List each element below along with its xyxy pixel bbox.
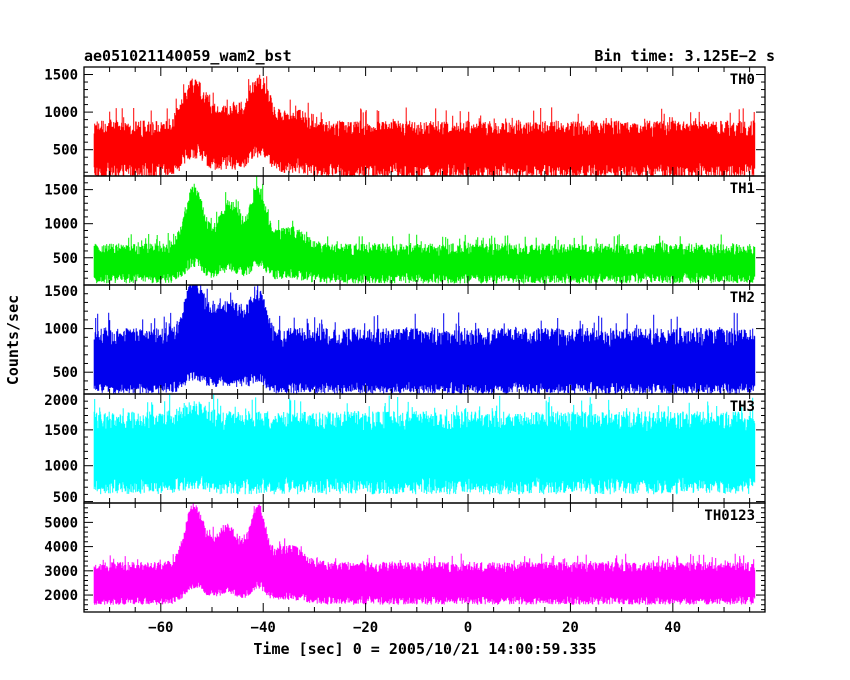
- y-tick-label: 1000: [44, 459, 78, 475]
- x-tick-label: 0: [464, 620, 472, 636]
- x-axis: −60 −40 −20 0 20 40: [148, 620, 681, 636]
- y-tick-label: 1500: [44, 284, 78, 300]
- panel-th2: 500 1000 1500 TH2: [44, 284, 766, 395]
- y-tick-label: 1500: [44, 423, 78, 439]
- panel-label: TH0: [730, 72, 755, 88]
- x-tick-label: −40: [251, 620, 276, 636]
- y-tick-label: 2000: [44, 393, 78, 409]
- series-th0123: [93, 503, 756, 605]
- x-tick-label: −60: [148, 620, 173, 636]
- y-tick-label: 5000: [44, 515, 78, 531]
- y-tick-label: 500: [53, 490, 78, 506]
- x-tick-label: 20: [562, 620, 579, 636]
- panel-th3: 500 1000 1500 2000 TH3: [44, 393, 766, 506]
- y-tick-label: 4000: [44, 540, 78, 556]
- y-tick-label: 500: [53, 143, 78, 159]
- panels-group: 500 1000 1500 TH0 500 1000 1500 TH1 500 1000 1500 T…: [44, 66, 766, 613]
- chart-title: ae051021140059_wam2_bst: [84, 47, 292, 65]
- y-tick-label: 1000: [44, 105, 78, 121]
- y-axis-label: Counts/sec: [4, 295, 22, 385]
- series-th0: [93, 74, 756, 176]
- panel-label: TH3: [730, 399, 755, 415]
- panel-th0: 500 1000 1500 TH0: [44, 66, 766, 177]
- y-tick-label: 1000: [44, 322, 78, 338]
- y-tick-label: 500: [53, 365, 78, 381]
- panel-frame: [83, 502, 766, 613]
- y-tick-label: 1000: [44, 217, 78, 233]
- x-tick-label: −20: [353, 620, 378, 636]
- y-tick-label: 1500: [44, 183, 78, 199]
- x-axis-label: Time [sec] 0 = 2005/10/21 14:00:59.335: [253, 640, 596, 658]
- y-tick-label: 3000: [44, 564, 78, 580]
- series-th2: [93, 285, 756, 394]
- panel-label: TH2: [730, 290, 755, 306]
- x-tick-label: 40: [664, 620, 681, 636]
- panel-th1: 500 1000 1500 TH1: [44, 175, 766, 286]
- bin-time-label: Bin time: 3.125E−2 s: [594, 47, 775, 65]
- y-tick-label: 1500: [44, 68, 78, 84]
- panel-label: TH1: [730, 181, 755, 197]
- y-tick-label: 2000: [44, 588, 78, 604]
- y-tick-label: 500: [53, 251, 78, 267]
- series-th3: [93, 394, 756, 495]
- series-th1: [93, 176, 756, 284]
- panel-th0123: 2000 3000 4000 5000 TH0123: [44, 502, 766, 613]
- panel-label: TH0123: [704, 508, 755, 524]
